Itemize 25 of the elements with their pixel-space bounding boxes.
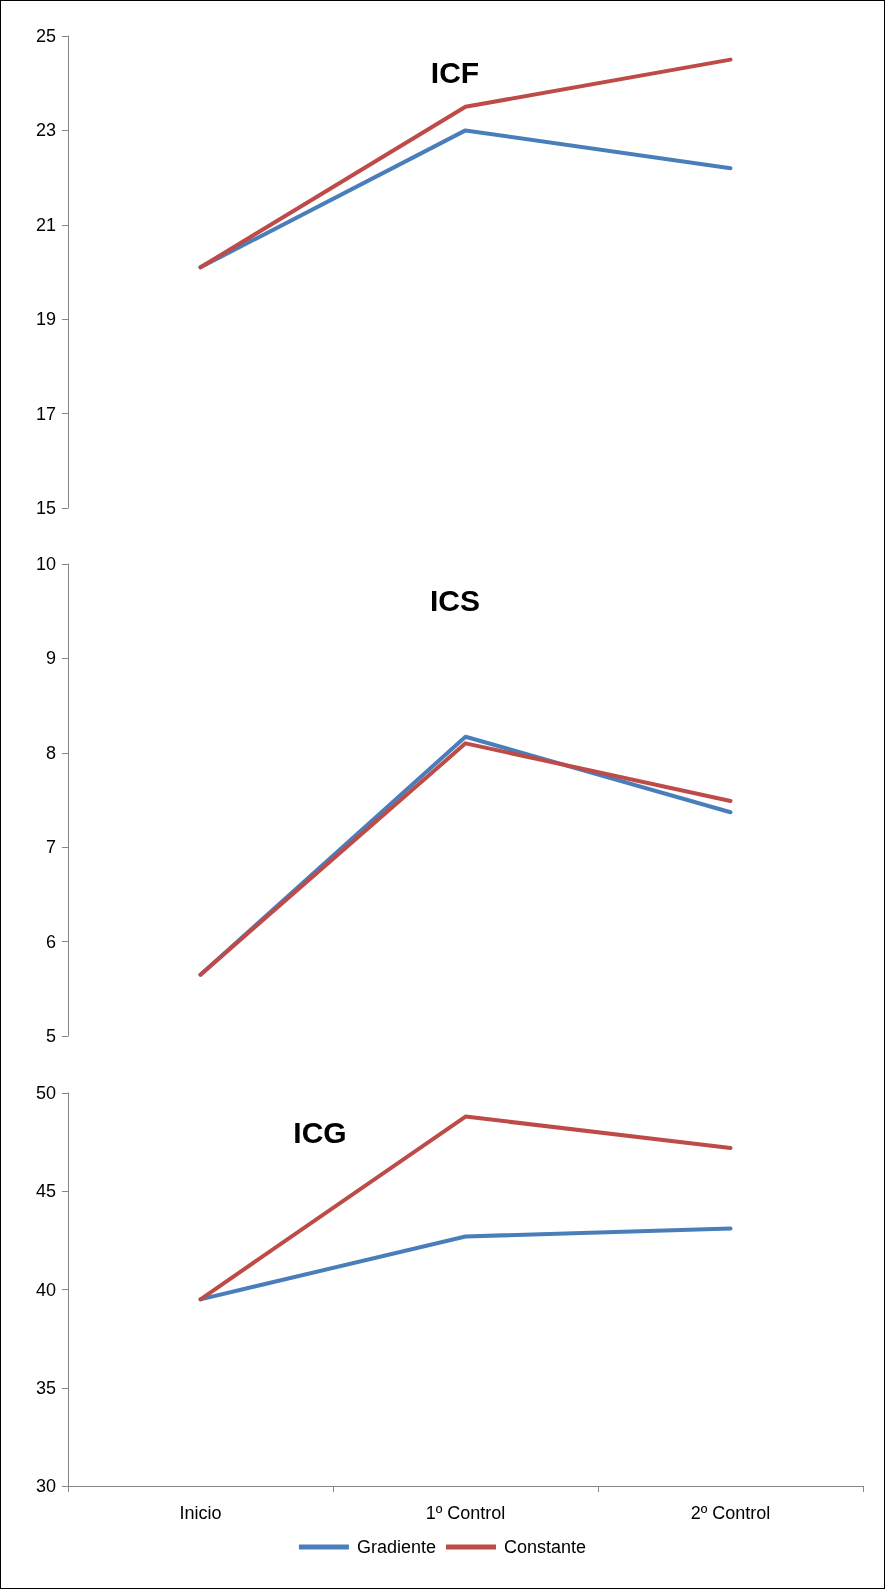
y-tick-label: 19 [35, 309, 56, 330]
y-tick-label: 17 [35, 403, 56, 424]
y-tick-label: 10 [35, 554, 56, 574]
y-tick-label: 9 [45, 648, 56, 669]
y-tick-label: 50 [35, 1083, 56, 1103]
text: ICS [429, 583, 481, 617]
y-tick-label: 15 [35, 498, 56, 518]
legend-label: Gradiente [356, 1537, 437, 1557]
x-tick-label: Inicio [179, 1503, 222, 1523]
y-tick-label: 8 [45, 742, 56, 763]
y-tick-label: 45 [35, 1181, 56, 1202]
text: ICF [430, 55, 480, 89]
y-tick-label: 5 [45, 1026, 56, 1046]
y-tick-label: 23 [35, 120, 56, 141]
y-tick-label: 30 [35, 1476, 56, 1496]
x-tick-label: 2º Control [690, 1503, 771, 1523]
y-tick-label: 40 [35, 1279, 56, 1300]
text: ICG [293, 1115, 347, 1149]
y-tick-label: 7 [45, 837, 56, 858]
y-tick-label: 21 [35, 214, 56, 235]
y-tick-label: 25 [35, 26, 56, 46]
y-tick-label: 6 [45, 931, 56, 952]
x-tick-label: 1º Control [425, 1503, 506, 1523]
legend-label: Constante [504, 1537, 587, 1557]
y-tick-label: 35 [35, 1377, 56, 1398]
